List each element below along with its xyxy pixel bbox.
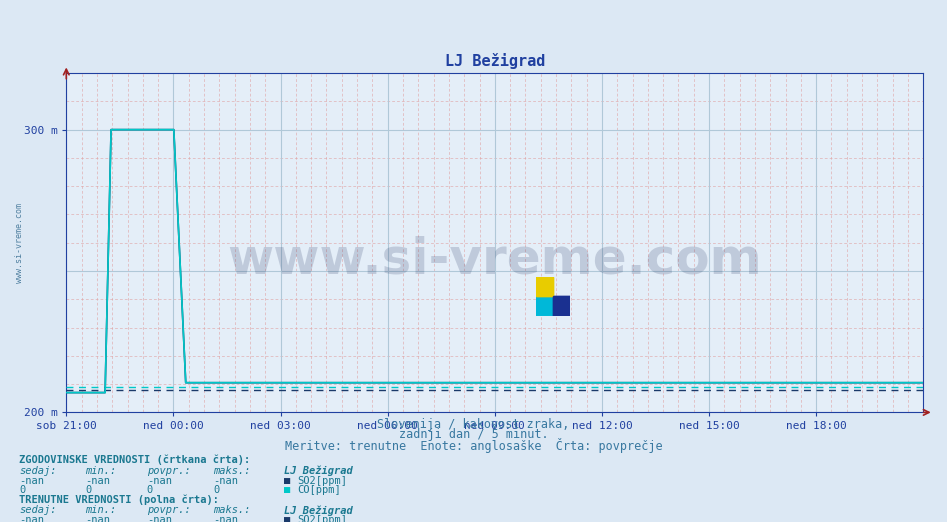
Text: zadnji dan / 5 minut.: zadnji dan / 5 minut.	[399, 428, 548, 441]
Text: povpr.:: povpr.:	[147, 505, 190, 515]
Text: www.si-vreme.com: www.si-vreme.com	[14, 203, 24, 283]
Text: 0: 0	[213, 485, 220, 495]
Text: LJ Bežigrad: LJ Bežigrad	[284, 466, 353, 476]
Text: -nan: -nan	[85, 515, 110, 522]
Text: maks.:: maks.:	[213, 505, 251, 515]
Text: 0: 0	[19, 485, 26, 495]
Polygon shape	[536, 277, 570, 316]
Text: ■: ■	[284, 485, 291, 495]
Text: ■: ■	[284, 476, 291, 486]
Text: -nan: -nan	[213, 515, 238, 522]
Text: www.si-vreme.com: www.si-vreme.com	[227, 236, 762, 283]
Text: -nan: -nan	[147, 476, 171, 486]
Text: TRENUTNE VREDNOSTI (polna črta):: TRENUTNE VREDNOSTI (polna črta):	[19, 494, 219, 505]
Text: -nan: -nan	[147, 515, 171, 522]
Text: Meritve: trenutne  Enote: anglosaške  Črta: povprečje: Meritve: trenutne Enote: anglosaške Črta…	[285, 438, 662, 454]
Text: LJ Bežigrad: LJ Bežigrad	[284, 505, 353, 516]
Text: 0: 0	[147, 485, 153, 495]
Polygon shape	[536, 277, 553, 296]
Polygon shape	[553, 296, 570, 316]
Text: CO[ppm]: CO[ppm]	[297, 485, 341, 495]
Title: LJ Bežigrad: LJ Bežigrad	[445, 53, 545, 69]
Text: maks.:: maks.:	[213, 466, 251, 476]
Text: -nan: -nan	[19, 515, 44, 522]
Text: SO2[ppm]: SO2[ppm]	[297, 476, 348, 486]
Text: Slovenija / kakovost zraka,: Slovenija / kakovost zraka,	[377, 418, 570, 431]
Text: 0: 0	[85, 485, 92, 495]
Text: min.:: min.:	[85, 505, 116, 515]
Text: sedaj:: sedaj:	[19, 466, 57, 476]
Text: ■: ■	[284, 515, 291, 522]
Polygon shape	[553, 296, 570, 316]
Text: -nan: -nan	[213, 476, 238, 486]
Text: SO2[ppm]: SO2[ppm]	[297, 515, 348, 522]
Text: povpr.:: povpr.:	[147, 466, 190, 476]
Polygon shape	[536, 277, 553, 296]
Text: min.:: min.:	[85, 466, 116, 476]
Text: -nan: -nan	[19, 476, 44, 486]
Text: ZGODOVINSKE VREDNOSTI (črtkana črta):: ZGODOVINSKE VREDNOSTI (črtkana črta):	[19, 454, 250, 465]
Text: -nan: -nan	[85, 476, 110, 486]
Text: sedaj:: sedaj:	[19, 505, 57, 515]
